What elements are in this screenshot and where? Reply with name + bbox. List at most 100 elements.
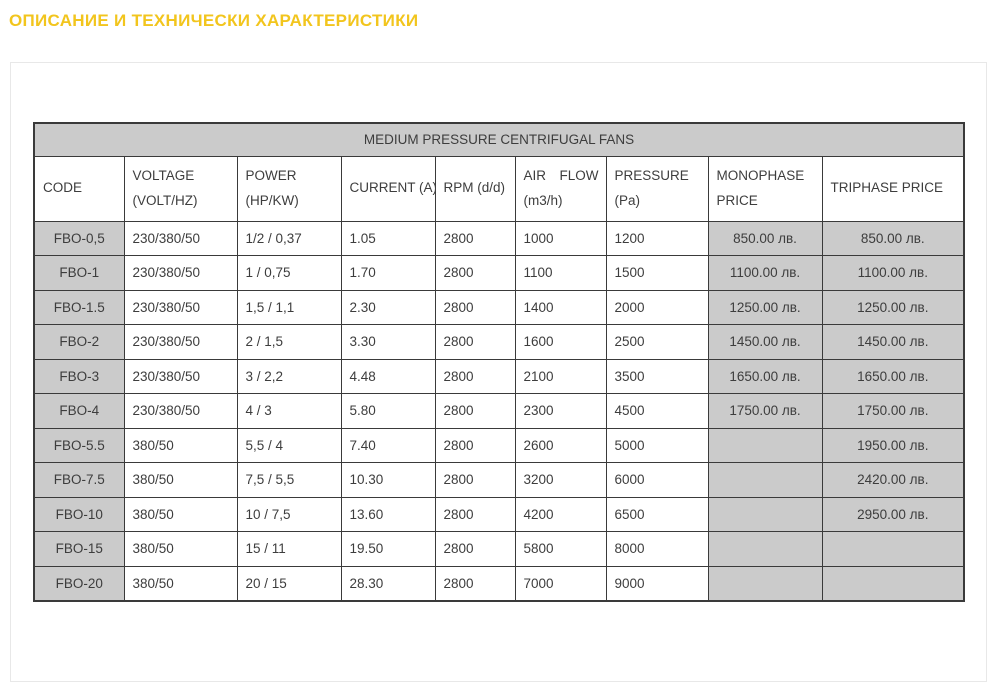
cell-pressure: 2000 bbox=[605, 289, 709, 325]
cell-power: 4 / 3 bbox=[236, 393, 342, 429]
column-header-air-flow: AIR FLOW (m3/h) bbox=[514, 155, 607, 222]
column-header-line: POWER bbox=[245, 168, 297, 184]
column-header-current: CURRENT (A) bbox=[340, 155, 436, 222]
cell-monophase-price bbox=[707, 565, 823, 601]
cell-air-flow: 1000 bbox=[514, 220, 607, 256]
cell-current: 28.30 bbox=[340, 565, 436, 601]
cell-code: FBO-10 bbox=[33, 496, 125, 532]
cell-voltage: 230/380/50 bbox=[123, 393, 238, 429]
cell-current: 3.30 bbox=[340, 324, 436, 360]
cell-monophase-price: 850.00 лв. bbox=[707, 220, 823, 256]
cell-monophase-price: 1450.00 лв. bbox=[707, 324, 823, 360]
column-header-line: (HP/KW) bbox=[245, 192, 299, 208]
cell-rpm: 2800 bbox=[434, 220, 516, 256]
cell-power: 1/2 / 0,37 bbox=[236, 220, 342, 256]
cell-current: 4.48 bbox=[340, 358, 436, 394]
cell-rpm: 2800 bbox=[434, 565, 516, 601]
cell-power: 20 / 15 bbox=[236, 565, 342, 601]
column-header-triphase-price: TRIPHASE PRICE bbox=[821, 155, 965, 222]
column-header-line: CODE bbox=[43, 180, 83, 196]
cell-monophase-price: 1650.00 лв. bbox=[707, 358, 823, 394]
table-row: FBO-1 230/380/50 1 / 0,75 1.70 2800 1100 1500 1… bbox=[33, 255, 965, 291]
cell-triphase-price: 1750.00 лв. bbox=[821, 393, 965, 429]
table-row: FBO-15 380/50 15 / 11 19.50 2800 5800 8000 bbox=[33, 531, 965, 567]
cell-triphase-price: 1950.00 лв. bbox=[821, 427, 965, 463]
cell-air-flow: 5800 bbox=[514, 531, 607, 567]
cell-pressure: 9000 bbox=[605, 565, 709, 601]
cell-rpm: 2800 bbox=[434, 289, 516, 325]
cell-voltage: 380/50 bbox=[123, 531, 238, 567]
cell-triphase-price: 1100.00 лв. bbox=[821, 255, 965, 291]
cell-air-flow: 2600 bbox=[514, 427, 607, 463]
cell-pressure: 3500 bbox=[605, 358, 709, 394]
cell-triphase-price bbox=[821, 565, 965, 601]
cell-rpm: 2800 bbox=[434, 358, 516, 394]
cell-code: FBO-4 bbox=[33, 393, 125, 429]
cell-power: 7,5 / 5,5 bbox=[236, 462, 342, 498]
cell-pressure: 6500 bbox=[605, 496, 709, 532]
cell-voltage: 380/50 bbox=[123, 427, 238, 463]
cell-voltage: 380/50 bbox=[123, 496, 238, 532]
cell-code: FBO-15 bbox=[33, 531, 125, 567]
cell-air-flow: 2300 bbox=[514, 393, 607, 429]
cell-current: 1.05 bbox=[340, 220, 436, 256]
cell-triphase-price: 850.00 лв. bbox=[821, 220, 965, 256]
cell-air-flow: 2100 bbox=[514, 358, 607, 394]
cell-pressure: 5000 bbox=[605, 427, 709, 463]
cell-code: FBO-5.5 bbox=[33, 427, 125, 463]
cell-rpm: 2800 bbox=[434, 255, 516, 291]
cell-power: 2 / 1,5 bbox=[236, 324, 342, 360]
cell-monophase-price bbox=[707, 462, 823, 498]
cell-air-flow: 1600 bbox=[514, 324, 607, 360]
cell-monophase-price: 1100.00 лв. bbox=[707, 255, 823, 291]
cell-pressure: 6000 bbox=[605, 462, 709, 498]
cell-pressure: 4500 bbox=[605, 393, 709, 429]
table-row: FBO-0,5 230/380/50 1/2 / 0,37 1.05 2800 1000 1… bbox=[33, 220, 965, 256]
cell-air-flow: 3200 bbox=[514, 462, 607, 498]
cell-triphase-price: 1650.00 лв. bbox=[821, 358, 965, 394]
table-row: FBO-1.5 230/380/50 1,5 / 1,1 2.30 2800 1400 20… bbox=[33, 289, 965, 325]
cell-power: 1,5 / 1,1 bbox=[236, 289, 342, 325]
cell-air-flow: 1100 bbox=[514, 255, 607, 291]
column-header-voltage: VOLTAGE (VOLT/HZ) bbox=[123, 155, 238, 222]
column-header-line: CURRENT (A) bbox=[349, 180, 435, 196]
table-row: FBO-7.5 380/50 7,5 / 5,5 10.30 2800 3200 6000 2… bbox=[33, 462, 965, 498]
column-header-power: POWER (HP/KW) bbox=[236, 155, 342, 222]
column-header-line: PRESSURE bbox=[614, 168, 689, 184]
cell-rpm: 2800 bbox=[434, 531, 516, 567]
cell-monophase-price: 1750.00 лв. bbox=[707, 393, 823, 429]
page-title: ОПИСАНИЕ И ТЕХНИЧЕСКИ ХАРАКТЕРИСТИКИ bbox=[9, 11, 419, 30]
cell-power: 1 / 0,75 bbox=[236, 255, 342, 291]
cell-air-flow: 1400 bbox=[514, 289, 607, 325]
column-header-line: VOLTAGE bbox=[132, 168, 195, 184]
cell-current: 7.40 bbox=[340, 427, 436, 463]
cell-power: 5,5 / 4 bbox=[236, 427, 342, 463]
cell-rpm: 2800 bbox=[434, 324, 516, 360]
cell-triphase-price: 2420.00 лв. bbox=[821, 462, 965, 498]
column-header-line: TRIPHASE PRICE bbox=[830, 180, 944, 196]
cell-triphase-price bbox=[821, 531, 965, 567]
cell-pressure: 2500 bbox=[605, 324, 709, 360]
cell-monophase-price bbox=[707, 427, 823, 463]
table-row: FBO-4 230/380/50 4 / 3 5.80 2800 2300 4500 1750… bbox=[33, 393, 965, 429]
table-row: FBO-5.5 380/50 5,5 / 4 7.40 2800 2600 5000 1950… bbox=[33, 427, 965, 463]
cell-voltage: 230/380/50 bbox=[123, 255, 238, 291]
cell-voltage: 380/50 bbox=[123, 565, 238, 601]
cell-code: FBO-2 bbox=[33, 324, 125, 360]
table-row: FBO-20 380/50 20 / 15 28.30 2800 7000 9000 bbox=[33, 565, 965, 601]
table-span-header-row: MEDIUM PRESSURE CENTRIFUGAL FANS bbox=[33, 122, 965, 157]
cell-current: 13.60 bbox=[340, 496, 436, 532]
column-header-monophase-price: MONOPHASE PRICE bbox=[707, 155, 823, 222]
cell-power: 3 / 2,2 bbox=[236, 358, 342, 394]
cell-power: 15 / 11 bbox=[236, 531, 342, 567]
column-header-row: CODE VOLTAGE (VOLT/HZ) POWER (HP/KW) CURRENT … bbox=[33, 155, 965, 222]
cell-air-flow: 4200 bbox=[514, 496, 607, 532]
column-header-line: PRICE bbox=[716, 192, 758, 208]
cell-rpm: 2800 bbox=[434, 496, 516, 532]
cell-rpm: 2800 bbox=[434, 393, 516, 429]
cell-triphase-price: 2950.00 лв. bbox=[821, 496, 965, 532]
cell-voltage: 230/380/50 bbox=[123, 220, 238, 256]
table-span-header: MEDIUM PRESSURE CENTRIFUGAL FANS bbox=[33, 122, 965, 157]
cell-current: 2.30 bbox=[340, 289, 436, 325]
cell-monophase-price bbox=[707, 496, 823, 532]
